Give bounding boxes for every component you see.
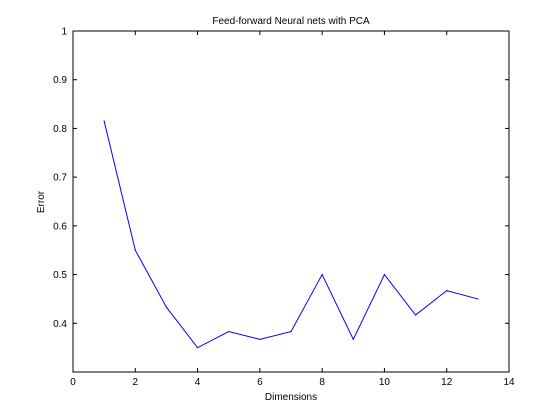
x-tick-label: 14 xyxy=(503,377,515,388)
y-tick-label: 1 xyxy=(61,27,67,38)
x-tick-label: 2 xyxy=(133,377,139,388)
data-point xyxy=(321,273,323,276)
x-tick-label: 6 xyxy=(257,377,263,388)
data-point xyxy=(446,290,448,292)
y-tick-label: 0.7 xyxy=(53,173,67,184)
x-tick-label: 8 xyxy=(319,377,325,388)
y-tick-label: 0.6 xyxy=(53,221,67,232)
series-layer xyxy=(103,120,479,349)
x-axis-label: Dimensions xyxy=(265,392,317,403)
data-point xyxy=(165,306,168,308)
data-point xyxy=(477,298,479,300)
data-point xyxy=(414,314,417,316)
y-tick-label: 0.8 xyxy=(53,124,67,135)
data-point xyxy=(134,249,136,251)
x-tick-label: 10 xyxy=(379,377,391,388)
x-tick-label: 12 xyxy=(441,377,453,388)
x-tick-label: 0 xyxy=(70,377,76,388)
data-point xyxy=(196,347,199,349)
data-point xyxy=(259,338,261,340)
y-axis-label: Error xyxy=(36,190,47,213)
data-point xyxy=(352,338,354,340)
y-tick-label: 0.5 xyxy=(53,270,67,281)
ticks xyxy=(72,30,510,372)
data-point xyxy=(228,330,230,333)
data-point xyxy=(103,120,105,122)
data-point xyxy=(290,330,292,333)
x-tick-label: 4 xyxy=(195,377,201,388)
y-tick-label: 0.9 xyxy=(53,75,67,86)
chart-title: Feed-forward Neural nets with PCA xyxy=(212,16,370,27)
plot-area xyxy=(72,30,510,373)
tick-labels: 0 2 4 6 8 10 12 14 0.4 0.5 0.6 0.7 0.8 0.9 1 xyxy=(53,27,515,389)
data-point xyxy=(383,273,386,276)
y-tick-label: 0.4 xyxy=(53,319,67,330)
